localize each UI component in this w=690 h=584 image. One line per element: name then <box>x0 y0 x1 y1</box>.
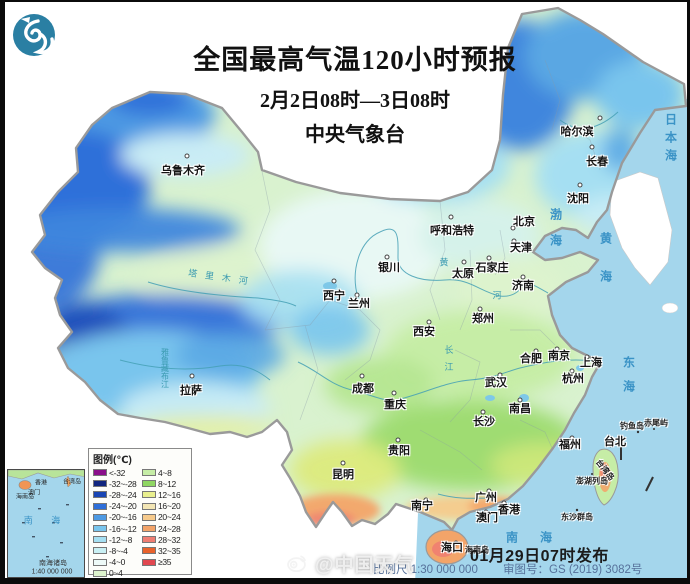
legend-range-label: -16~-12 <box>109 523 137 534</box>
legend-range-label: 12~16 <box>158 489 181 500</box>
legend-swatch <box>93 569 107 577</box>
legend-range-label: 4~8 <box>158 467 172 478</box>
legend-swatch <box>93 558 107 566</box>
legend-title: 图例(℃) <box>93 455 132 466</box>
legend-range-label: -4~0 <box>109 557 126 568</box>
legend-item: 20~24 <box>142 512 191 523</box>
china-border-outline <box>30 6 688 532</box>
legend-item: -32~-28 <box>93 478 142 489</box>
legend-swatch <box>93 513 107 521</box>
legend-swatch <box>93 502 107 510</box>
legend-swatch <box>142 525 156 533</box>
legend-item: <-32 <box>93 467 142 478</box>
legend-range-label: -28~-24 <box>109 489 137 500</box>
inset-sea-label: 南 海 <box>23 515 69 526</box>
frame-edge-left <box>0 0 5 584</box>
legend-range-label: 20~24 <box>158 512 181 523</box>
legend-item: -20~-16 <box>93 512 142 523</box>
publish-time: 01月29日07时发布 <box>470 548 609 565</box>
legend-item: 8~12 <box>142 478 191 489</box>
agency-name: 中央气象台 <box>305 124 405 146</box>
legend-item: -28~-24 <box>93 489 142 500</box>
legend-swatch <box>142 558 156 566</box>
legend-range-label: 32~35 <box>158 545 181 556</box>
legend-swatch <box>93 480 107 488</box>
legend-range-label: -20~-16 <box>109 512 137 523</box>
sea-boundary-marks <box>620 447 654 492</box>
legend-item: 16~20 <box>142 501 191 512</box>
temperature-legend: 图例(℃) <-32 -32~-28 -28~-24 -24~-20 -20~-16 -1… <box>88 448 192 578</box>
legend-item: ≥35 <box>142 557 191 568</box>
legend-swatch <box>142 480 156 488</box>
legend-swatch <box>142 502 156 510</box>
hainan-island <box>425 529 469 565</box>
taiwan-island <box>592 448 619 506</box>
legend-range-label: 24~28 <box>158 523 181 534</box>
inset-hk-label: 香港 <box>34 480 48 487</box>
legend-range-label: <-32 <box>109 467 126 478</box>
legend-swatch <box>142 536 156 544</box>
watermark-handle: @中国天气 <box>315 555 415 576</box>
map-footnotes: 比例尺 1:30 000 000 审图号：GS (2019) 3082号 <box>373 561 642 577</box>
legend-column-cold: <-32 -32~-28 -28~-24 -24~-20 -20~-16 -16~-12-… <box>93 467 142 579</box>
legend-item: 24~28 <box>142 523 191 534</box>
legend-swatch <box>142 469 156 477</box>
legend-range-label: -8~-4 <box>109 545 128 556</box>
legend-swatch <box>142 513 156 521</box>
jeju-island <box>661 302 679 314</box>
legend-item: -4~0 <box>93 557 142 568</box>
inset-mo-label: 澳门 <box>27 490 41 497</box>
frame-edge-top <box>0 0 690 2</box>
legend-item: -12~-8 <box>93 534 142 545</box>
inset-scale-label: 1:40 000 000 <box>31 568 73 576</box>
legend-item: -24~-20 <box>93 501 142 512</box>
page-title: 全国最高气温120小时预报 <box>193 45 517 75</box>
south-china-sea-inset: 香港 澳门 台湾岛 海南岛 南 海 南海诸岛 1:40 000 000 <box>7 469 85 578</box>
legend-swatch <box>93 469 107 477</box>
inset-hn-label: 海南岛 <box>15 494 35 501</box>
legend-item: 0~4 <box>93 568 142 579</box>
legend-swatch <box>93 525 107 533</box>
legend-range-label: -32~-28 <box>109 478 137 489</box>
frame-edge-bottom <box>0 578 690 584</box>
legend-range-label: 28~32 <box>158 534 181 545</box>
legend-range-label: 16~20 <box>158 501 181 512</box>
legend-column-warm: 4~8 8~12 12~16 16~20 20~24 24~28 28~32 32~35 ≥35 <box>142 467 191 579</box>
legend-range-label: -12~-8 <box>109 534 133 545</box>
legend-item: 4~8 <box>142 467 191 478</box>
inset-tw-label: 台湾岛 <box>62 479 82 486</box>
legend-item: 28~32 <box>142 534 191 545</box>
legend-swatch <box>142 547 156 555</box>
legend-item: 12~16 <box>142 489 191 500</box>
legend-range-label: 8~12 <box>158 478 176 489</box>
korea-landmass <box>609 171 673 286</box>
legend-range-label: ≥35 <box>158 557 172 568</box>
legend-item: -8~-4 <box>93 545 142 556</box>
legend-swatch <box>93 491 107 499</box>
inset-islands-label: 南海诸岛 <box>39 560 67 567</box>
legend-range-label: 0~4 <box>109 568 123 579</box>
watermark: @中国天气 <box>283 550 415 577</box>
weibo-icon <box>287 555 307 572</box>
small-islands <box>575 428 655 512</box>
legend-swatch <box>93 547 107 555</box>
map-header: 全国最高气温120小时预报 2月2日08时—3日08时 中央气象台 <box>193 38 517 147</box>
legend-swatch <box>93 536 107 544</box>
legend-range-label: -24~-20 <box>109 501 137 512</box>
cma-logo-icon <box>13 14 55 56</box>
legend-item: -16~-12 <box>93 523 142 534</box>
frame-edge-right <box>687 0 690 584</box>
approval-number: 审图号：GS (2019) 3082号 <box>503 564 643 576</box>
legend-item: 32~35 <box>142 545 191 556</box>
scale-text: 比例尺 1:30 000 000 <box>373 564 478 576</box>
forecast-period: 2月2日08时—3日08时 <box>260 90 450 112</box>
inset-map <box>8 470 84 558</box>
legend-swatch <box>142 491 156 499</box>
